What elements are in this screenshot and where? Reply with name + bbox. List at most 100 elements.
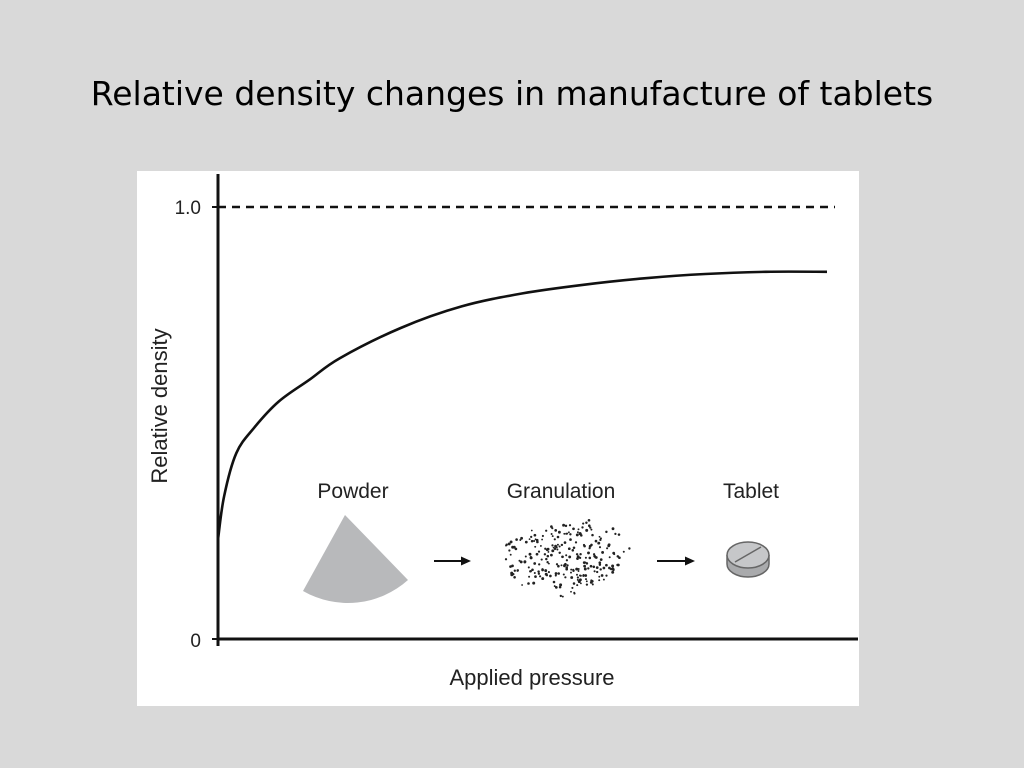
granule-dot — [581, 526, 584, 529]
granule-dot — [575, 533, 579, 537]
granule-dot — [508, 549, 511, 552]
granule-dot — [505, 544, 507, 547]
granule-dot — [617, 533, 621, 536]
granule-dot — [529, 570, 532, 573]
granule-dot — [557, 564, 560, 568]
granule-dot — [582, 574, 585, 577]
granule-dot — [539, 575, 542, 578]
granule-dot — [533, 571, 536, 575]
granule-dot — [588, 524, 591, 527]
arrow-right-icon — [434, 556, 471, 566]
granule-dot — [519, 539, 522, 541]
granule-dot — [576, 578, 579, 581]
granule-dot — [558, 585, 562, 589]
granule-dot — [565, 554, 568, 557]
granule-dot — [540, 558, 543, 561]
granule-dot — [537, 550, 541, 553]
granule-dot — [570, 571, 572, 574]
granule-dot — [574, 541, 578, 544]
granule-dot — [608, 556, 611, 559]
granule-dot — [592, 553, 596, 556]
granule-dot — [590, 543, 593, 547]
granule-dot — [570, 576, 574, 579]
granule-dot — [528, 575, 531, 578]
granule-dot — [528, 552, 532, 556]
granule-dot — [567, 547, 571, 551]
granule-dot — [584, 556, 587, 559]
granule-dot — [582, 522, 585, 525]
granule-dot — [577, 570, 580, 572]
granule-dot — [578, 531, 582, 535]
granule-dot — [572, 527, 575, 531]
granule-dot — [591, 579, 594, 583]
granule-dot — [537, 572, 541, 575]
granulation-icon — [504, 518, 631, 598]
granule-dot — [533, 539, 536, 543]
granule-dot — [562, 573, 565, 576]
granule-dot — [551, 544, 554, 547]
granule-dot — [565, 566, 568, 569]
granule-dot — [545, 557, 548, 561]
granule-dot — [530, 529, 533, 532]
granule-dot — [555, 546, 558, 549]
granule-dot — [520, 536, 523, 540]
granule-dot — [589, 564, 593, 568]
arrow-right-icon — [657, 556, 695, 566]
granule-dot — [511, 545, 515, 549]
granule-dot — [576, 584, 579, 587]
granule-dot — [565, 559, 569, 562]
granule-dot — [605, 530, 608, 534]
granule-dot — [546, 561, 549, 564]
granule-dot — [598, 535, 601, 538]
granule-dot — [591, 583, 594, 586]
granule-dot — [585, 583, 589, 586]
granule-dot — [538, 563, 541, 566]
granule-dot — [575, 553, 579, 556]
granule-dot — [545, 574, 549, 577]
granule-dot — [544, 547, 547, 550]
granule-dot — [568, 524, 572, 527]
granule-dot — [580, 534, 583, 537]
granule-dot — [617, 563, 620, 567]
granule-dot — [553, 538, 556, 541]
granule-dot — [602, 578, 605, 581]
powder-pile-icon — [303, 515, 408, 604]
granule-dot — [521, 584, 524, 586]
granule-dot — [606, 547, 609, 550]
granule-dot — [584, 574, 588, 577]
granule-dot — [595, 566, 599, 569]
granule-dot — [566, 564, 569, 567]
granule-dot — [628, 547, 631, 550]
granule-dot — [563, 541, 567, 544]
granule-dot — [551, 535, 554, 538]
granule-dot — [566, 532, 569, 535]
granule-dot — [598, 575, 601, 578]
granule-dot — [570, 568, 573, 571]
granule-dot — [611, 564, 615, 568]
granule-dot — [544, 569, 548, 573]
granule-dot — [528, 538, 531, 541]
granule-dot — [556, 548, 559, 551]
granule-dot — [550, 533, 553, 535]
granule-dot — [519, 560, 523, 564]
granule-dot — [605, 574, 608, 577]
granule-dot — [572, 546, 576, 550]
granule-dot — [559, 594, 562, 598]
granule-dot — [585, 528, 589, 532]
y-tick-label-zero: 0 — [190, 631, 201, 652]
granule-dot — [560, 543, 564, 547]
granule-dot — [524, 555, 527, 558]
granule-dot — [510, 571, 514, 575]
granule-dot — [598, 546, 602, 549]
granule-dot — [563, 532, 566, 535]
granule-dot — [515, 538, 518, 541]
granule-dot — [531, 568, 534, 572]
granule-dot — [585, 521, 588, 525]
granule-dot — [611, 570, 615, 574]
figure-panel: 1.0 0 Relative density Applied pressure … — [137, 171, 859, 706]
granule-dot — [589, 526, 592, 529]
tablet-icon — [726, 541, 770, 578]
granule-dot — [554, 529, 558, 532]
granule-dot — [530, 535, 533, 539]
granule-dot — [564, 562, 567, 565]
